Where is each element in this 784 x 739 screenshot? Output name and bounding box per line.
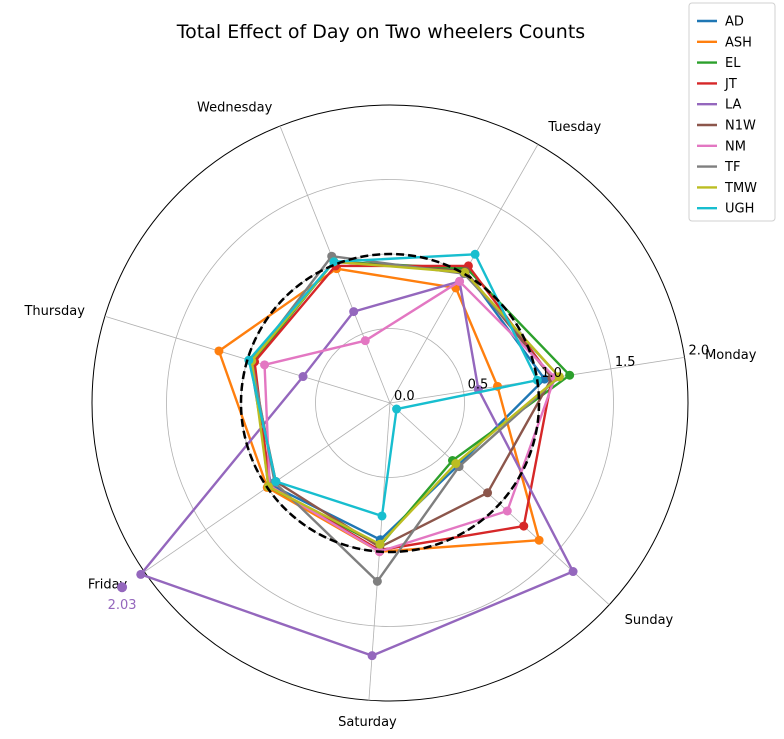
grid-ring-3 — [166, 179, 614, 627]
point-nm-wednesday — [360, 336, 370, 346]
legend-entry-tmw: TMW — [724, 181, 757, 196]
point-n1w-sunday — [483, 488, 493, 498]
point-tf-saturday — [372, 576, 382, 586]
outlier-annotation: 2.03 — [108, 598, 137, 613]
legend-entry-el: EL — [725, 56, 741, 71]
point-la-thursday — [298, 372, 308, 382]
category-label-monday: Monday — [705, 348, 757, 363]
legend-entry-nm: NM — [725, 139, 746, 154]
point-la-sunday — [568, 567, 578, 577]
point-ugh-wednesday — [329, 257, 339, 267]
r-tick-label: 0.5 — [468, 378, 489, 393]
point-ugh-friday — [271, 477, 281, 487]
outlier-marker — [117, 582, 128, 593]
point-ugh-saturday — [377, 511, 387, 521]
series-la — [136, 276, 578, 661]
reference-circle — [239, 252, 541, 554]
point-ugh-sunday — [392, 404, 402, 414]
series-line-tmw — [250, 260, 561, 546]
point-nm-thursday — [260, 360, 270, 370]
r-tick-label: 1.0 — [541, 366, 562, 381]
category-label-wednesday: Wednesday — [197, 101, 273, 116]
r-tick-label: 2.0 — [688, 343, 709, 358]
point-ad-monday — [540, 374, 550, 384]
series-ugh — [244, 249, 542, 521]
chart-legend: AD ASH EL JT LA N1W NM TF TMW UGH — [688, 2, 776, 222]
point-ash-thursday — [214, 346, 224, 356]
point-la-wednesday — [349, 307, 359, 317]
chart-grid — [91, 104, 689, 702]
point-ugh-tuesday — [470, 249, 480, 259]
legend-entry-ad: AD — [725, 15, 744, 30]
chart-title: Total Effect of Day on Two wheelers Coun… — [176, 21, 585, 43]
grid-ring-1 — [315, 328, 465, 478]
legend-entry-ugh: UGH — [725, 202, 754, 217]
r-tick-label: 1.5 — [615, 355, 636, 370]
category-label-tuesday: Tuesday — [547, 120, 601, 135]
point-tmw-saturday — [375, 539, 385, 549]
legend-entry-tf: TF — [724, 160, 740, 175]
category-label-saturday: Saturday — [338, 715, 397, 730]
point-el-monday — [565, 370, 575, 380]
outer-frame — [91, 104, 689, 702]
category-label-thursday: Thursday — [23, 304, 85, 319]
series-line-nm — [263, 280, 557, 553]
series-line-la — [139, 280, 575, 657]
point-nm-sunday — [502, 506, 512, 516]
point-la-friday — [136, 569, 146, 579]
series-nm — [260, 276, 560, 557]
point-tmw-friday — [263, 482, 273, 492]
legend-entry-la: LA — [725, 98, 742, 113]
category-label-sunday: Sunday — [625, 613, 674, 628]
chart-series — [136, 249, 578, 661]
legend-entry-jt: JT — [724, 77, 737, 92]
legend-entry-ash: ASH — [725, 35, 752, 50]
point-ash-sunday — [534, 535, 544, 545]
series-tf — [247, 251, 564, 586]
legend-entry-n1w: N1W — [725, 119, 756, 134]
point-tmw-sunday — [451, 459, 461, 469]
point-la-saturday — [367, 651, 377, 661]
point-nm-tuesday — [455, 276, 465, 286]
r-tick-label: 0.0 — [394, 389, 415, 404]
point-tmw-monday — [554, 372, 564, 382]
point-jt-sunday — [519, 521, 529, 531]
series-line-ugh — [247, 253, 539, 518]
